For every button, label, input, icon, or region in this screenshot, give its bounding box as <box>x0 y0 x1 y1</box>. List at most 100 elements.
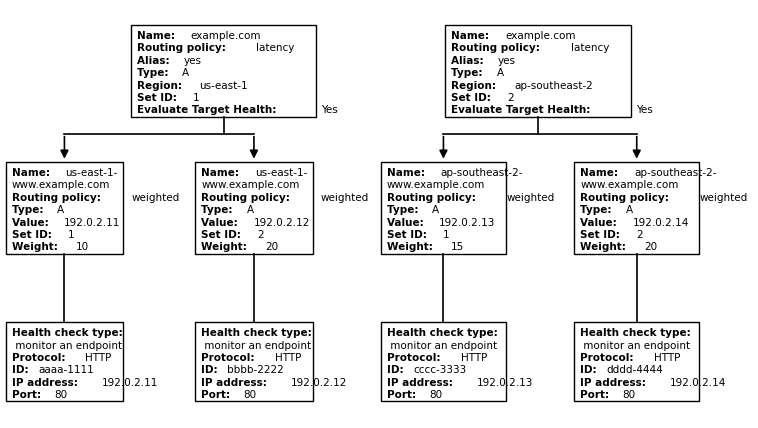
Text: 20: 20 <box>265 242 278 253</box>
Text: Set ID:: Set ID: <box>12 230 55 240</box>
Text: Alias:: Alias: <box>451 56 487 66</box>
Text: Health check type:: Health check type: <box>581 328 691 339</box>
Bar <box>6 322 123 401</box>
Text: 192.0.2.13: 192.0.2.13 <box>439 217 496 228</box>
Text: us-east-1-: us-east-1- <box>255 168 307 178</box>
Text: Protocol:: Protocol: <box>12 353 69 363</box>
Text: A: A <box>57 205 64 215</box>
Text: ID:: ID: <box>12 366 32 375</box>
Text: Routing policy:: Routing policy: <box>451 43 544 54</box>
Text: Name:: Name: <box>202 168 243 178</box>
Text: Health check type:: Health check type: <box>202 328 312 339</box>
Text: Evaluate Target Health:: Evaluate Target Health: <box>136 105 280 116</box>
Text: latency: latency <box>256 43 295 54</box>
Text: Name:: Name: <box>136 31 178 41</box>
Text: Port:: Port: <box>581 390 613 400</box>
Text: cccc-3333: cccc-3333 <box>413 366 466 375</box>
Text: 1: 1 <box>193 93 199 103</box>
Text: Type:: Type: <box>581 205 615 215</box>
Text: A: A <box>496 68 504 78</box>
Text: 1: 1 <box>443 230 449 240</box>
Text: 192.0.2.14: 192.0.2.14 <box>670 378 726 388</box>
Text: IP address:: IP address: <box>12 378 81 388</box>
Text: 1: 1 <box>68 230 74 240</box>
Text: example.com: example.com <box>190 31 261 41</box>
Text: Protocol:: Protocol: <box>581 353 637 363</box>
Text: 80: 80 <box>429 390 443 400</box>
Text: Health check type:: Health check type: <box>387 328 498 339</box>
Text: www.example.com: www.example.com <box>387 180 485 190</box>
Text: Port:: Port: <box>202 390 234 400</box>
Text: Set ID:: Set ID: <box>451 93 495 103</box>
Text: ap-southeast-2-: ap-southeast-2- <box>440 168 523 178</box>
Text: weighted: weighted <box>131 193 180 203</box>
Text: Evaluate Target Health:: Evaluate Target Health: <box>451 105 594 116</box>
Text: weighted: weighted <box>700 193 748 203</box>
Text: Name:: Name: <box>581 168 622 178</box>
Text: 192.0.2.11: 192.0.2.11 <box>102 378 158 388</box>
Text: weighted: weighted <box>506 193 555 203</box>
Text: 10: 10 <box>76 242 89 253</box>
Bar <box>445 25 631 117</box>
Text: 192.0.2.12: 192.0.2.12 <box>291 378 347 388</box>
Text: HTTP: HTTP <box>275 353 302 363</box>
Text: Set ID:: Set ID: <box>202 230 245 240</box>
Text: 15: 15 <box>451 242 464 253</box>
Text: IP address:: IP address: <box>581 378 650 388</box>
Text: weighted: weighted <box>321 193 369 203</box>
Text: 192.0.2.12: 192.0.2.12 <box>253 217 310 228</box>
Text: A: A <box>432 205 440 215</box>
Text: Type:: Type: <box>136 68 172 78</box>
Text: ap-southeast-2-: ap-southeast-2- <box>634 168 716 178</box>
Text: Set ID:: Set ID: <box>136 93 180 103</box>
Text: Weight:: Weight: <box>12 242 61 253</box>
Text: Routing policy:: Routing policy: <box>136 43 230 54</box>
Text: Routing policy:: Routing policy: <box>581 193 673 203</box>
Text: Port:: Port: <box>387 390 420 400</box>
Text: www.example.com: www.example.com <box>581 180 678 190</box>
Text: Weight:: Weight: <box>202 242 251 253</box>
Text: Routing policy:: Routing policy: <box>202 193 294 203</box>
Text: Set ID:: Set ID: <box>387 230 431 240</box>
Text: 80: 80 <box>243 390 257 400</box>
Text: Protocol:: Protocol: <box>202 353 258 363</box>
Text: ap-southeast-2: ap-southeast-2 <box>514 80 593 91</box>
Text: yes: yes <box>498 56 516 66</box>
Text: 80: 80 <box>622 390 636 400</box>
Text: Port:: Port: <box>12 390 45 400</box>
Text: A: A <box>246 205 254 215</box>
Text: yes: yes <box>183 56 202 66</box>
Text: A: A <box>182 68 190 78</box>
Text: 2: 2 <box>258 230 264 240</box>
Bar <box>575 322 699 401</box>
Text: Set ID:: Set ID: <box>581 230 624 240</box>
Text: Value:: Value: <box>581 217 621 228</box>
Text: Value:: Value: <box>202 217 242 228</box>
Text: us-east-1-: us-east-1- <box>65 168 117 178</box>
Text: Region:: Region: <box>136 80 186 91</box>
Text: IP address:: IP address: <box>202 378 271 388</box>
Text: dddd-4444: dddd-4444 <box>606 366 663 375</box>
Text: IP address:: IP address: <box>387 378 456 388</box>
Text: ID:: ID: <box>387 366 407 375</box>
Text: Name:: Name: <box>451 31 493 41</box>
Text: www.example.com: www.example.com <box>202 180 299 190</box>
Text: Type:: Type: <box>202 205 236 215</box>
Bar <box>196 161 312 253</box>
Text: 2: 2 <box>637 230 643 240</box>
Bar <box>381 161 506 253</box>
Text: aaaa-1111: aaaa-1111 <box>38 366 94 375</box>
Text: Name:: Name: <box>387 168 428 178</box>
Text: Yes: Yes <box>321 105 338 116</box>
Text: example.com: example.com <box>505 31 575 41</box>
Text: Routing policy:: Routing policy: <box>12 193 105 203</box>
Text: Type:: Type: <box>451 68 487 78</box>
Text: Name:: Name: <box>12 168 53 178</box>
Text: monitor an endpoint: monitor an endpoint <box>581 341 691 351</box>
Text: www.example.com: www.example.com <box>12 180 110 190</box>
Bar <box>196 322 312 401</box>
Text: 192.0.2.13: 192.0.2.13 <box>477 378 533 388</box>
Text: HTTP: HTTP <box>86 353 112 363</box>
Text: Health check type:: Health check type: <box>12 328 123 339</box>
Text: monitor an endpoint: monitor an endpoint <box>202 341 312 351</box>
